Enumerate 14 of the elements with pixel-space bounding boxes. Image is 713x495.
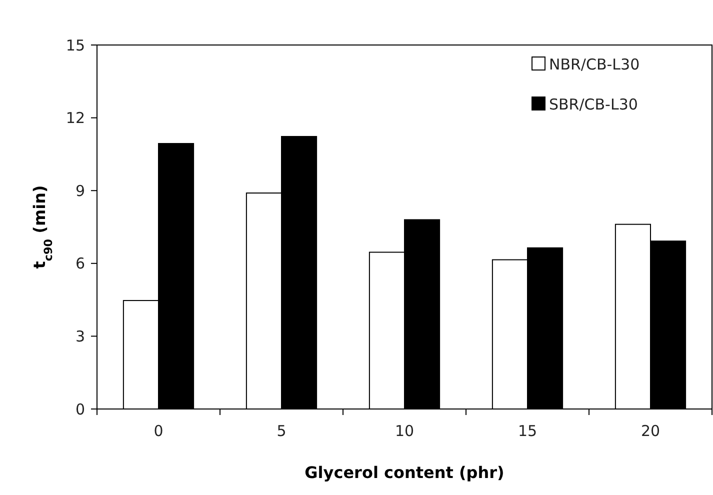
x-tick-label: 15 bbox=[518, 422, 538, 440]
y-tick-label: 3 bbox=[75, 327, 85, 346]
x-tick-label: 5 bbox=[276, 422, 286, 440]
y-tick-label: 12 bbox=[66, 109, 85, 128]
legend-label: NBR/CB-L30 bbox=[549, 55, 640, 74]
y-tick-label: 6 bbox=[75, 254, 85, 273]
y-tick-label: 9 bbox=[75, 182, 85, 200]
x-tick-label: 20 bbox=[640, 422, 660, 440]
legend-label: SBR/CB-L30 bbox=[549, 95, 638, 114]
x-tick-label: 10 bbox=[394, 422, 414, 440]
y-tick-label: 0 bbox=[75, 400, 85, 418]
x-tick-label: 0 bbox=[154, 422, 164, 440]
x-axis-title: Glycerol content (phr) bbox=[304, 463, 504, 482]
y-tick-label: 15 bbox=[66, 36, 85, 54]
